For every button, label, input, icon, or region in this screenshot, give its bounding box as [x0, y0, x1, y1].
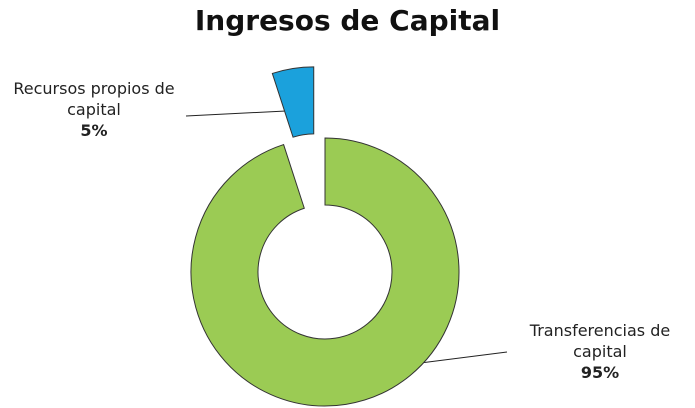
slice [271, 66, 315, 138]
category-label: Recursos propios de capital [13, 79, 175, 119]
category-label: Transferencias de capital [529, 321, 671, 361]
slice-label: Recursos propios de capital 5% [4, 78, 184, 141]
chart-title: Ingresos de Capital [194, 4, 501, 37]
value-label: 5% [80, 121, 108, 140]
slice [190, 137, 460, 407]
leader-line [185, 110, 287, 117]
slice-label: Transferencias de capital 95% [505, 320, 695, 383]
value-label: 95% [580, 363, 620, 382]
